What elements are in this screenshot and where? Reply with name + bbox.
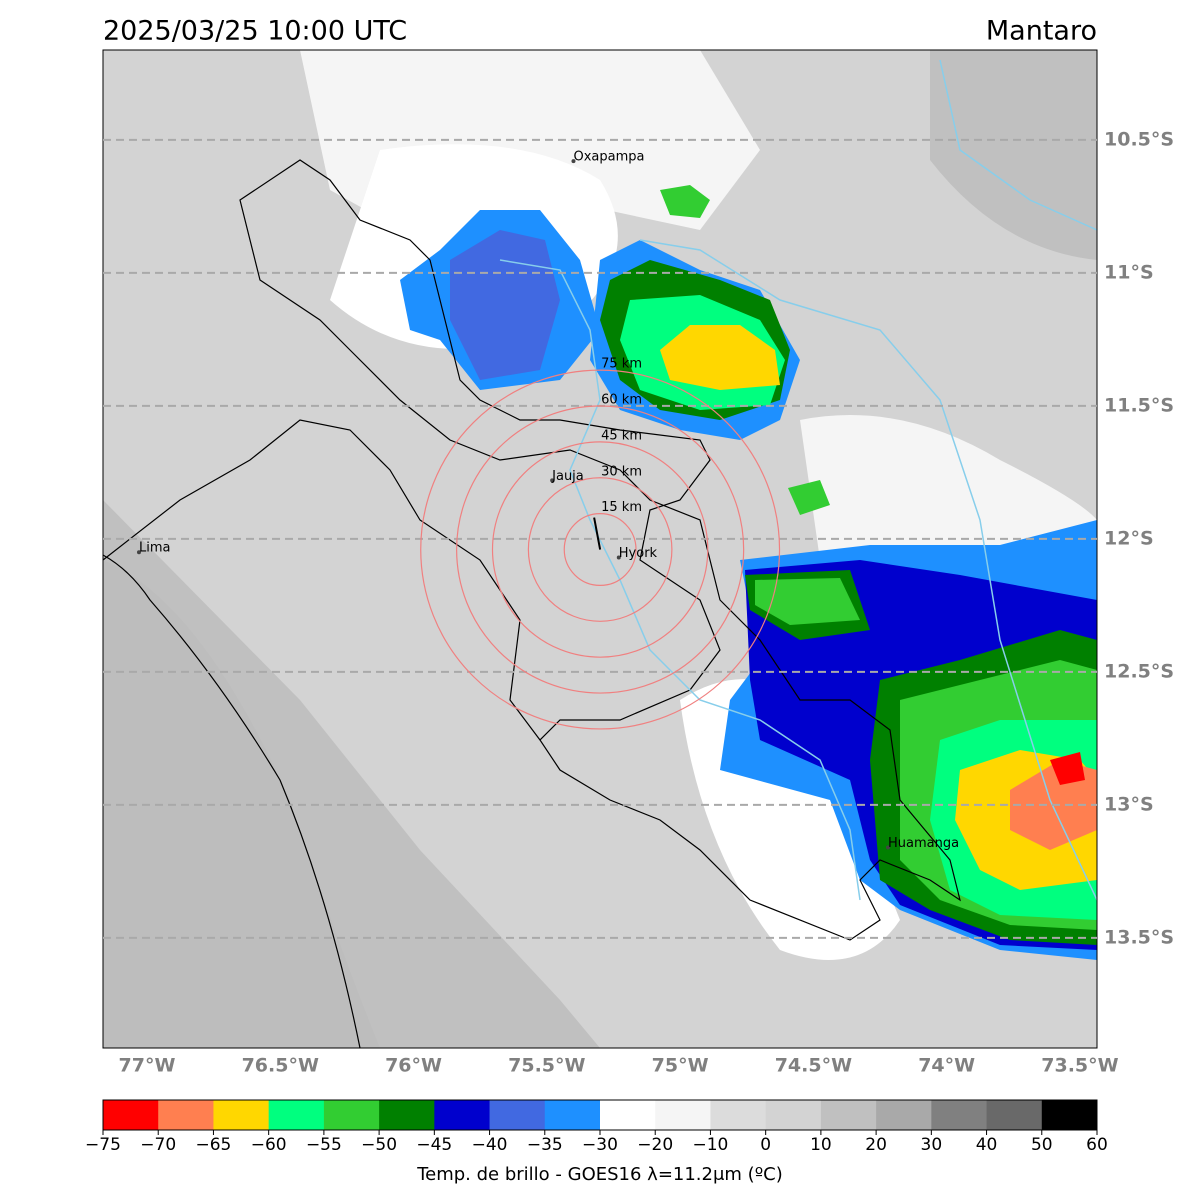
colorbar-tick-label: 50 [1031,1135,1053,1155]
colorbar-tick-label: −45 [416,1135,452,1155]
colorbar-tick-label: −65 [195,1135,231,1155]
colorbar-segment [820,1100,877,1130]
range-ring [420,369,781,730]
lon-tick-label: 75.5°W [508,1055,585,1077]
colorbar-segment [876,1100,932,1130]
region-name: Mantaro [986,16,1097,47]
colorbar-tick-label: −55 [306,1135,342,1155]
colorbar-tick-label: −30 [582,1135,618,1155]
colorbar-tick-label: 40 [976,1135,998,1155]
lon-tick-label: 74.5°W [775,1055,852,1077]
colorbar-tick-label: −75 [85,1135,121,1155]
colorbar-label: Temp. de brillo - GOES16 λ=11.2μm (ºC) [416,1164,783,1185]
lat-tick-label: 11°S [1104,261,1154,283]
range-ring-label: 45 km [601,428,642,443]
colorbar-tick-label: 60 [1086,1135,1108,1155]
colorbar-segment [655,1100,711,1130]
colorbar-tick-label: −40 [472,1135,508,1155]
colorbar-segment [765,1100,822,1130]
range-ring [527,477,673,622]
colorbar-segment [379,1100,435,1130]
lat-tick-label: 13°S [1104,793,1154,815]
colorbar-tick-label: 10 [810,1135,832,1155]
place-label: Oxapampa [573,150,644,165]
lat-tick-label: 12.5°S [1104,660,1174,682]
colorbar-segment [600,1100,656,1130]
lat-tick-label: 13.5°S [1104,926,1174,948]
place-marker [136,550,141,555]
colorbar-segment [544,1100,601,1130]
range-ring-label: 75 km [601,357,642,372]
lat-tick-label: 11.5°S [1104,394,1174,416]
range-ring [491,441,709,658]
lat-tick-label: 10.5°S [1104,128,1174,150]
place-label: Lima [139,541,170,556]
colorbar-tick-label: −70 [140,1135,176,1155]
lat-tick-label: 12°S [1104,527,1154,549]
lon-tick-label: 76°W [385,1055,442,1077]
colorbar-tick-label: 30 [921,1135,943,1155]
colorbar-tick-label: 0 [760,1135,771,1155]
map-frame [102,49,1098,1049]
colorbar-segment [931,1100,988,1130]
basin-boundary [102,159,961,1049]
lon-tick-label: 76.5°W [242,1055,319,1077]
range-ring [563,513,637,587]
colorbar-segment [323,1100,380,1130]
range-ring [456,405,745,694]
place-label: Hyork [619,546,658,561]
lon-tick-label: 74°W [918,1055,975,1077]
place-marker [550,478,555,483]
colorbar-tick-label: 20 [865,1135,887,1155]
radar-beam [593,517,602,550]
range-ring-label: 60 km [601,393,642,408]
place-marker [886,845,891,850]
lon-tick-label: 73.5°W [1041,1055,1118,1077]
colorbar-tick-label: −20 [637,1135,673,1155]
place-label: Jauja [551,469,584,484]
colorbar-tick-label: −10 [692,1135,728,1155]
lon-tick-label: 77°W [119,1055,176,1077]
colorbar-segment [158,1100,214,1130]
colorbar-segment [268,1100,325,1130]
range-ring-label: 15 km [601,500,642,515]
colorbar-segment [489,1100,546,1130]
colorbar-segment [1041,1100,1098,1130]
colorbar-segment [710,1100,767,1130]
colorbar-segment [434,1100,491,1130]
lon-tick-label: 75°W [652,1055,709,1077]
colorbar-tick-label: −35 [527,1135,563,1155]
colorbar-segment [103,1100,159,1130]
colorbar-tick-label: −50 [361,1135,397,1155]
place-marker [571,159,576,164]
range-ring-label: 30 km [601,464,642,479]
title: 2025/03/25 10:00 UTC [103,16,407,47]
place-label: Huamanga [888,836,959,851]
colorbar-segment [986,1100,1043,1130]
colorbar-segment [213,1100,270,1130]
place-marker [616,555,621,560]
colorbar-tick-label: −60 [251,1135,287,1155]
